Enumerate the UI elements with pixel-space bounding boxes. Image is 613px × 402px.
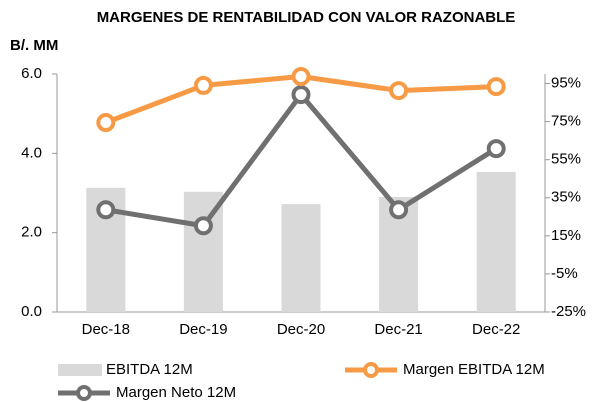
point	[291, 85, 311, 105]
y-axis-label: B/. MM	[10, 37, 58, 54]
point	[486, 139, 506, 159]
y-tick-label: 0.0	[21, 303, 42, 320]
legend-label: Margen EBITDA 12M	[403, 361, 545, 378]
point	[291, 66, 311, 86]
y2-tick-label: -5%	[551, 265, 578, 282]
y2-tick-label: 35%	[551, 189, 581, 206]
point	[486, 77, 506, 97]
y-tick-label: 6.0	[21, 65, 42, 82]
y-tick-label: 2.0	[21, 224, 42, 241]
x-tick-label: Dec-18	[82, 321, 130, 338]
y2-tick-label: -25%	[551, 303, 586, 320]
legend-swatch	[58, 364, 102, 376]
legend-swatch-point	[76, 385, 92, 401]
x-tick-label: Dec-19	[179, 321, 227, 338]
legend-label: Margen Neto 12M	[116, 384, 236, 401]
y2-tick-label: 75%	[551, 113, 581, 130]
x-tick-label: Dec-21	[374, 321, 422, 338]
x-tick-label: Dec-22	[472, 321, 520, 338]
legend-swatch-point	[363, 362, 379, 378]
y2-tick-label: 95%	[551, 74, 581, 91]
bar	[281, 204, 321, 312]
y2-tick-label: 55%	[551, 151, 581, 168]
y2-tick-label: 15%	[551, 227, 581, 244]
x-tick-label: Dec-20	[277, 321, 325, 338]
point	[96, 200, 116, 220]
point	[389, 81, 409, 101]
point	[389, 200, 409, 220]
point	[96, 113, 116, 133]
point	[193, 75, 213, 95]
chart-title: MARGENES DE RENTABILIDAD CON VALOR RAZON…	[97, 9, 516, 26]
point	[193, 216, 213, 236]
legend-label: EBITDA 12M	[106, 361, 193, 378]
y-tick-label: 4.0	[21, 144, 42, 161]
bar	[476, 171, 516, 312]
